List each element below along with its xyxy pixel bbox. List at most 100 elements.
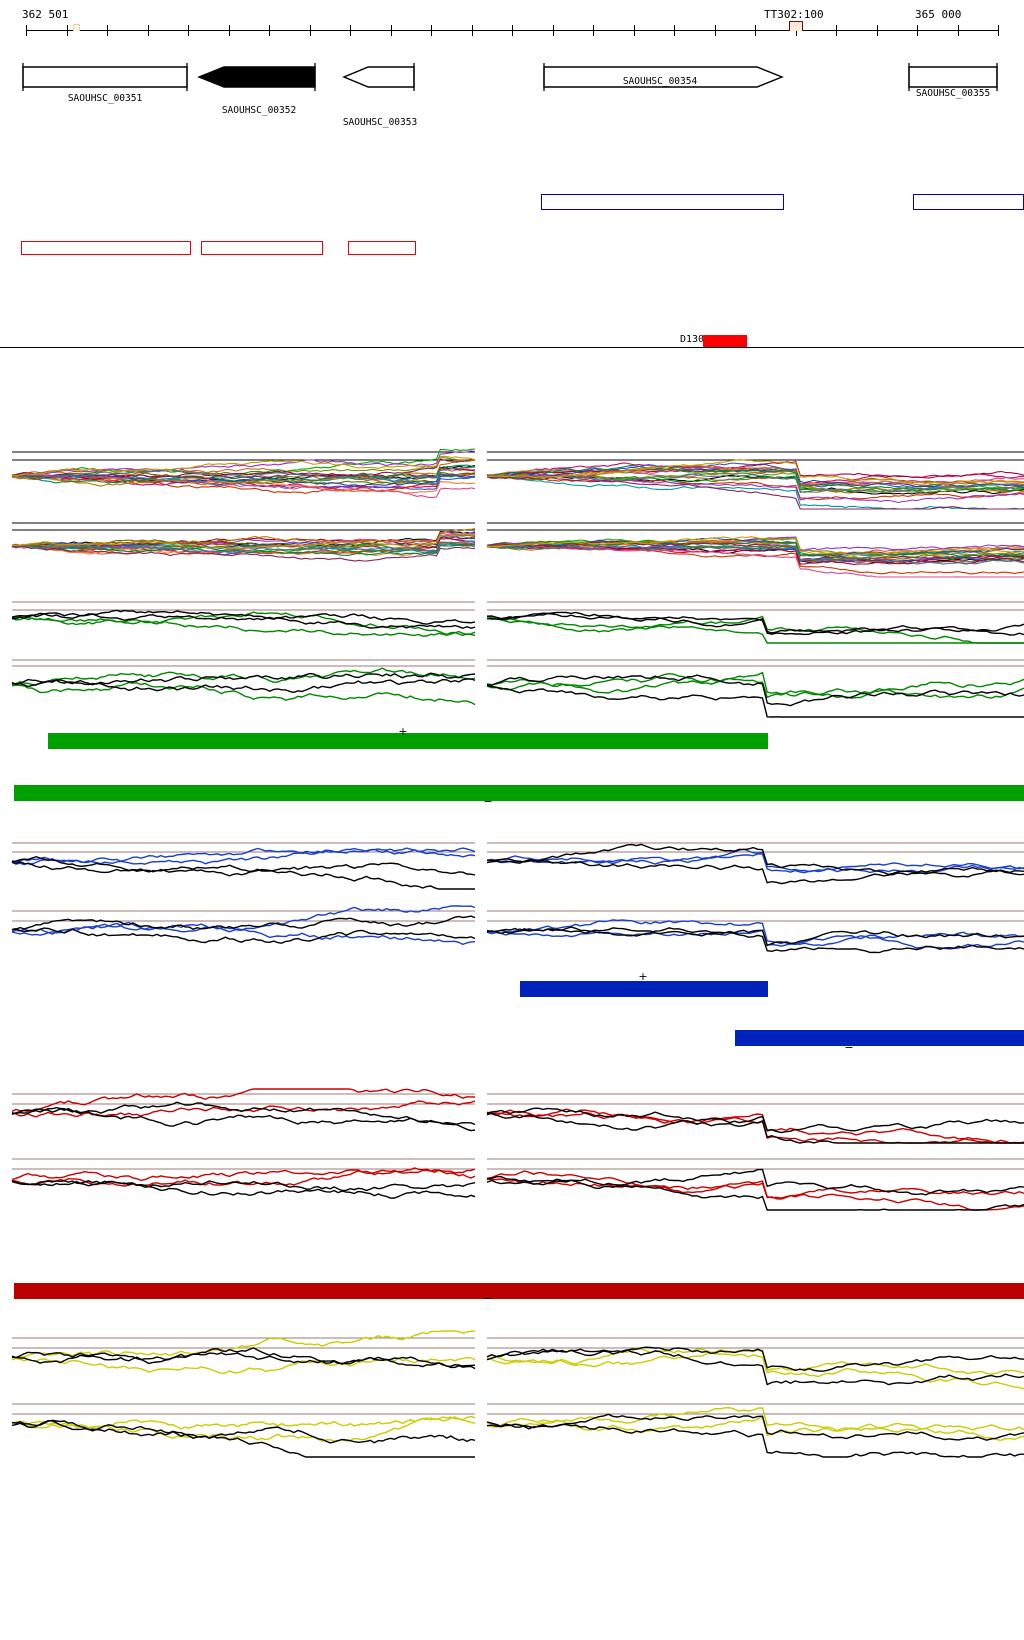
red-feature-box[interactable] (201, 241, 323, 255)
blue-feature-box[interactable] (541, 194, 784, 210)
signal-trace (11, 536, 476, 549)
blue-plus-bar-sign: + (638, 970, 648, 983)
signal-trace (486, 1112, 1024, 1144)
signal-trace (486, 543, 1024, 578)
green-plus-bar[interactable] (48, 733, 768, 749)
red-feature-box[interactable] (348, 241, 416, 255)
ruler-start-label: 362 501 (22, 8, 69, 21)
signal-trace (486, 1107, 1024, 1134)
ruler-axis[interactable] (26, 25, 999, 36)
gene-track: SAOUHSC_00351 SAOUHSC_00352 SAOUHSC_00353 S… (0, 0, 1024, 130)
signal-trace (11, 1416, 476, 1442)
signal-trace (486, 927, 1024, 947)
ruler-marker-label: TT302:100 (764, 8, 824, 21)
green-condition-track-plus (11, 601, 1024, 644)
ruler-tick (876, 25, 878, 36)
signal-trace (11, 923, 476, 946)
signal-trace (11, 527, 476, 547)
signal-trace (486, 465, 1024, 489)
signal-trace (12, 1101, 476, 1126)
green-minus-bar[interactable] (14, 785, 1024, 801)
ruler-tick (998, 25, 999, 36)
signal-trace (486, 1416, 1024, 1442)
signal-trace (486, 540, 1024, 559)
red-condition-track-plus (11, 1088, 1024, 1144)
blue-condition-track-plus (11, 842, 1024, 890)
signal-trace (486, 1179, 1024, 1211)
red-minus-bar[interactable] (14, 1283, 1024, 1299)
baseline-line (0, 347, 1024, 348)
red-feature-box[interactable] (21, 241, 191, 255)
signal-trace (11, 1180, 476, 1192)
green-condition-track-minus (11, 659, 1024, 718)
signal-trace (486, 672, 1024, 699)
signal-trace (486, 476, 1024, 510)
signal-trace (12, 466, 476, 480)
signal-trace (11, 855, 475, 890)
signal-trace (11, 455, 476, 477)
ruler-tick (107, 25, 108, 36)
signal-trace (11, 456, 476, 482)
ruler-tick (512, 25, 513, 36)
ruler-tick (674, 25, 675, 36)
signal-trace (11, 1088, 476, 1113)
ruler-end-label: 365 000 (915, 8, 962, 21)
gene-feature[interactable] (22, 63, 188, 91)
ruler-tick (147, 25, 149, 36)
signal-trace (11, 1180, 476, 1199)
signal-trace (11, 540, 476, 554)
d130-marker[interactable] (703, 335, 747, 347)
signal-trace (486, 848, 1024, 873)
blue-minus-bar[interactable] (735, 1030, 1024, 1046)
ruler-tick (26, 25, 27, 36)
ruler-tick (431, 25, 432, 36)
signal-trace (486, 1348, 1024, 1386)
red-minus-bar-sign: − (483, 1292, 493, 1305)
signal-trace (11, 1107, 476, 1132)
ruler-tick (957, 25, 959, 36)
green-minus-bar-sign: − (483, 795, 493, 808)
signal-trace (486, 465, 1024, 492)
signal-trace (486, 919, 1024, 947)
signal-trace (11, 473, 476, 487)
signal-trace (486, 1423, 1024, 1458)
signal-trace (486, 1168, 1024, 1196)
signal-trace (487, 536, 1024, 556)
signal-trace (486, 473, 1024, 493)
ruler-tick (714, 25, 716, 36)
gene-feature[interactable] (543, 63, 784, 91)
signal-trace (12, 1347, 476, 1368)
ruler-tick (66, 25, 68, 36)
ruler-tick (917, 25, 918, 36)
signal-trace (486, 674, 1024, 707)
signal-trace (486, 1346, 1024, 1372)
signal-trace (486, 684, 1024, 718)
signal-trace (11, 1351, 476, 1370)
signal-trace (11, 678, 476, 694)
ruler-tick (228, 25, 230, 36)
signal-trace (486, 464, 1024, 493)
signal-trace (11, 861, 476, 876)
ruler-tick (188, 25, 189, 36)
signal-trace (11, 927, 476, 944)
signal-trace (11, 681, 476, 706)
ruler-marker-notch[interactable] (789, 21, 803, 31)
signal-trace (486, 853, 1024, 875)
all-samples-track-1 (11, 448, 1024, 510)
gene-feature[interactable] (197, 63, 316, 91)
blue-plus-bar[interactable] (520, 981, 768, 997)
signal-trace (11, 474, 476, 490)
ruler-origin-notch (73, 24, 80, 31)
signal-trace (11, 1419, 476, 1444)
signal-trace (11, 450, 476, 478)
gene-feature[interactable] (908, 63, 998, 91)
ruler-tick (269, 25, 270, 36)
gene-feature[interactable] (342, 63, 415, 91)
signal-trace (486, 843, 1024, 876)
signal-trace (11, 612, 476, 625)
signal-trace (11, 672, 476, 686)
signal-trace (486, 858, 1024, 885)
green-plus-bar-sign: + (398, 725, 408, 738)
signal-trace (486, 611, 1024, 634)
